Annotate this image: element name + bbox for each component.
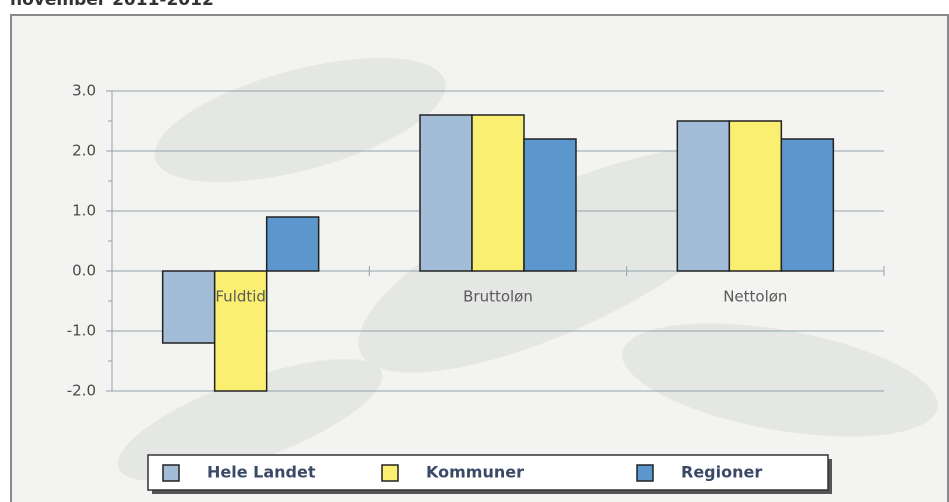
y-tick-label: 1.0 (72, 202, 96, 220)
y-tick-label: 0.0 (72, 262, 96, 280)
x-tick-label: Bruttoløn (463, 288, 533, 306)
bar (676, 120, 731, 272)
x-tick-label: Nettoløn (723, 288, 787, 306)
y-tick-label: -2.0 (67, 382, 96, 400)
bar (728, 120, 783, 272)
bar (265, 216, 320, 272)
bar (213, 270, 268, 392)
legend (147, 454, 829, 491)
chart-title: november 2011-2012 (10, 0, 214, 10)
y-tick-label: 3.0 (72, 82, 96, 100)
legend-label: Hele Landet (207, 463, 316, 482)
bar (523, 138, 577, 272)
bar (471, 114, 525, 272)
x-tick-label: Fuldtid (215, 288, 266, 306)
bar (161, 270, 216, 344)
bar (419, 114, 473, 272)
bar (780, 138, 835, 272)
legend-swatch (636, 464, 654, 482)
y-tick-label: 2.0 (72, 142, 96, 160)
legend-label: Regioner (681, 463, 762, 482)
legend-swatch (381, 464, 399, 482)
y-tick-label: -1.0 (67, 322, 96, 340)
legend-label: Kommuner (426, 463, 524, 482)
legend-swatch (162, 464, 180, 482)
